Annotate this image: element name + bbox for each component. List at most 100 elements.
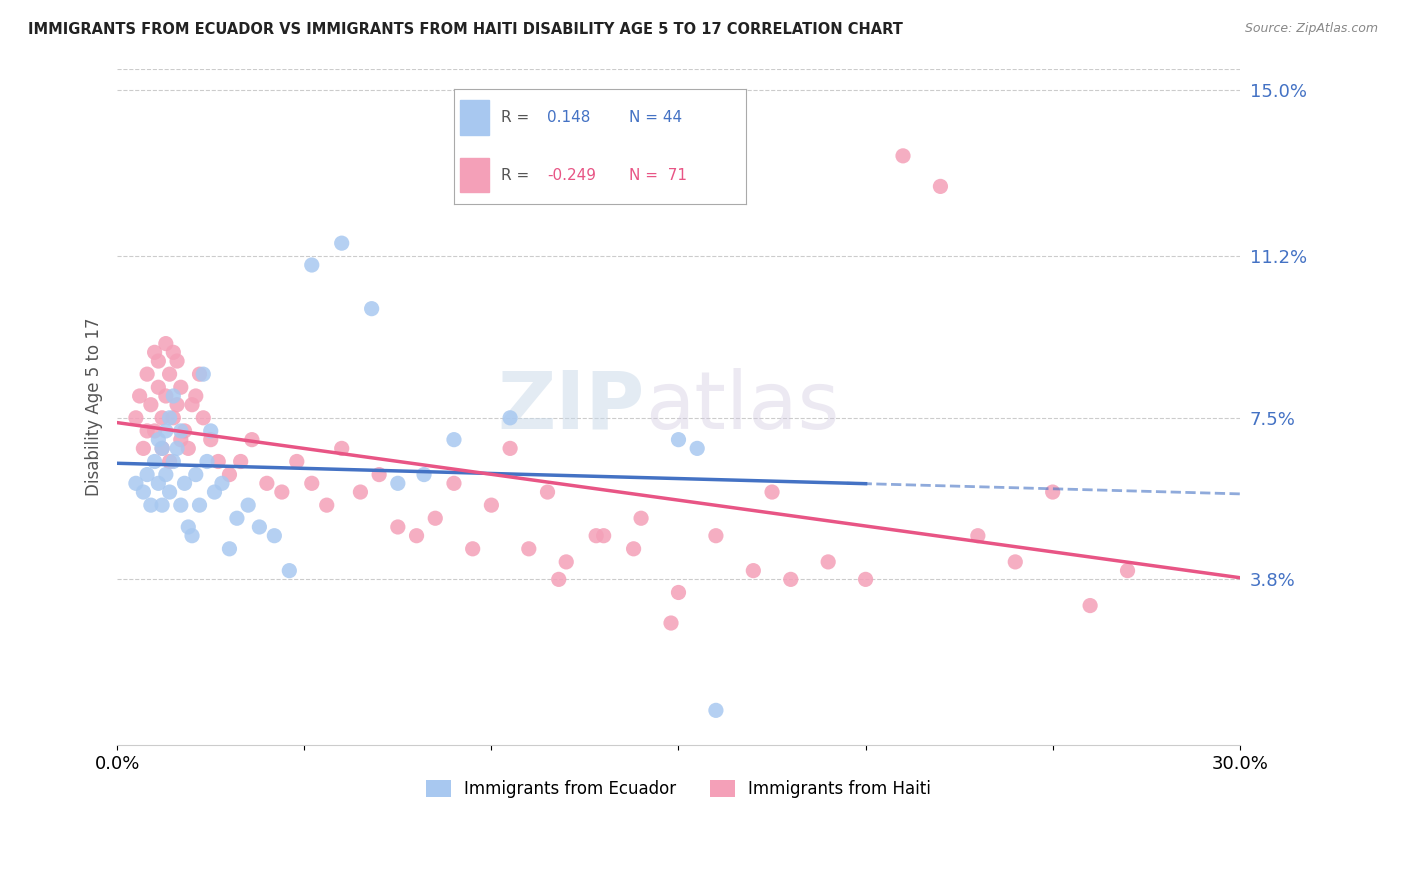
Legend: Immigrants from Ecuador, Immigrants from Haiti: Immigrants from Ecuador, Immigrants from… — [419, 773, 938, 805]
Point — [148, 380, 170, 394]
Point — [238, 498, 260, 512]
Point — [177, 442, 200, 456]
Point — [686, 442, 709, 456]
Point — [166, 398, 188, 412]
Point — [139, 498, 162, 512]
Point — [150, 442, 173, 456]
Text: IMMIGRANTS FROM ECUADOR VS IMMIGRANTS FROM HAITI DISABILITY AGE 5 TO 17 CORRELAT: IMMIGRANTS FROM ECUADOR VS IMMIGRANTS FR… — [28, 22, 903, 37]
Point — [162, 389, 184, 403]
Point — [585, 529, 607, 543]
Point — [159, 454, 181, 468]
Point — [659, 615, 682, 630]
Point — [162, 345, 184, 359]
Point — [1078, 599, 1101, 613]
Point — [150, 498, 173, 512]
Point — [278, 564, 301, 578]
Point — [136, 424, 159, 438]
Point — [150, 410, 173, 425]
Point — [170, 498, 193, 512]
Point — [263, 529, 285, 543]
Point — [143, 345, 166, 359]
Point — [125, 476, 148, 491]
Point — [184, 389, 207, 403]
Point — [162, 454, 184, 468]
Point — [405, 529, 427, 543]
Point — [270, 485, 292, 500]
Point — [148, 354, 170, 368]
Point — [668, 433, 690, 447]
Point — [301, 258, 323, 272]
Point — [256, 476, 278, 491]
Point — [966, 529, 988, 543]
Point — [143, 424, 166, 438]
Point — [555, 555, 578, 569]
Point — [218, 467, 240, 482]
Point — [136, 367, 159, 381]
Point — [779, 573, 801, 587]
Point — [855, 573, 877, 587]
Point — [1004, 555, 1026, 569]
Point — [181, 398, 204, 412]
Point — [330, 442, 353, 456]
Point — [155, 389, 177, 403]
Point — [159, 410, 181, 425]
Point — [761, 485, 783, 500]
Point — [623, 541, 645, 556]
Point — [349, 485, 371, 500]
Point — [173, 476, 195, 491]
Point — [155, 467, 177, 482]
Point — [177, 520, 200, 534]
Point — [240, 433, 263, 447]
Point — [132, 485, 155, 500]
Point — [479, 498, 502, 512]
Point — [891, 149, 914, 163]
Point — [704, 529, 727, 543]
Point — [229, 454, 252, 468]
Point — [742, 564, 765, 578]
Point — [461, 541, 484, 556]
Point — [136, 467, 159, 482]
Point — [184, 467, 207, 482]
Point — [536, 485, 558, 500]
Point — [704, 703, 727, 717]
Point — [125, 410, 148, 425]
Point — [592, 529, 614, 543]
Point — [193, 367, 215, 381]
Point — [166, 354, 188, 368]
Text: Source: ZipAtlas.com: Source: ZipAtlas.com — [1244, 22, 1378, 36]
Point — [218, 541, 240, 556]
Point — [155, 336, 177, 351]
Point — [188, 498, 211, 512]
Point — [1116, 564, 1139, 578]
Point — [200, 424, 222, 438]
Point — [188, 367, 211, 381]
Point — [159, 485, 181, 500]
Point — [159, 367, 181, 381]
Point — [387, 476, 409, 491]
Point — [1042, 485, 1064, 500]
Point — [204, 485, 226, 500]
Point — [148, 476, 170, 491]
Point — [128, 389, 150, 403]
Point — [360, 301, 382, 316]
Point — [162, 410, 184, 425]
Point — [155, 424, 177, 438]
Point — [211, 476, 233, 491]
Point — [193, 410, 215, 425]
Point — [668, 585, 690, 599]
Point — [387, 520, 409, 534]
Point — [817, 555, 839, 569]
Point — [170, 433, 193, 447]
Point — [200, 433, 222, 447]
Point — [173, 424, 195, 438]
Point — [170, 424, 193, 438]
Point — [413, 467, 436, 482]
Point — [517, 541, 540, 556]
Point — [181, 529, 204, 543]
Point — [301, 476, 323, 491]
Point — [499, 442, 522, 456]
Point — [150, 442, 173, 456]
Point — [547, 573, 569, 587]
Point — [929, 179, 952, 194]
Point — [148, 433, 170, 447]
